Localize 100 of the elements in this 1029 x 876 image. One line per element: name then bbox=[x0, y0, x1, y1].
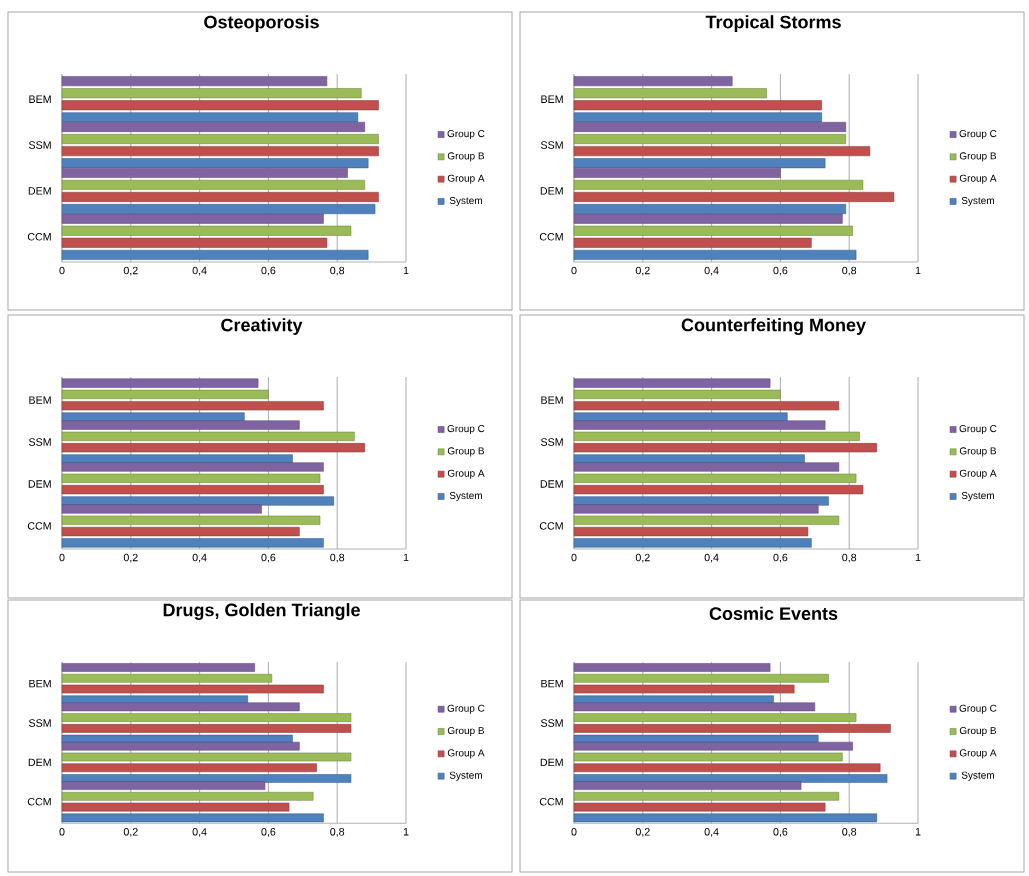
x-tick-label: 0,8 bbox=[330, 266, 345, 276]
bar bbox=[61, 515, 321, 525]
x-tick-label: 0,2 bbox=[635, 266, 650, 276]
bar bbox=[573, 204, 847, 214]
bar bbox=[573, 724, 891, 733]
legend-label: Group B bbox=[959, 447, 997, 457]
bar bbox=[573, 741, 853, 751]
x-tick-label: 0,6 bbox=[261, 828, 276, 837]
bar bbox=[61, 167, 348, 178]
bar bbox=[573, 673, 829, 683]
bar bbox=[573, 420, 826, 430]
bar bbox=[573, 802, 826, 812]
bar bbox=[61, 813, 324, 823]
bar bbox=[573, 473, 857, 483]
bar bbox=[573, 76, 733, 87]
bar bbox=[61, 763, 317, 773]
x-tick-label: 0 bbox=[59, 553, 65, 562]
bar bbox=[573, 485, 864, 495]
chart-title: Counterfeiting Money bbox=[681, 318, 866, 335]
chart-title: Osteoporosis bbox=[204, 15, 319, 32]
y-tick-label: SSM bbox=[540, 141, 563, 149]
bar bbox=[573, 146, 871, 157]
legend-label: Group B bbox=[447, 727, 485, 737]
bar bbox=[573, 462, 840, 472]
bar bbox=[573, 752, 843, 762]
bar bbox=[573, 389, 781, 400]
legend-label: Group C bbox=[959, 425, 997, 435]
bar bbox=[573, 763, 881, 773]
bar bbox=[573, 401, 840, 411]
bar bbox=[61, 204, 376, 214]
y-tick-label: DEM bbox=[28, 187, 51, 195]
x-tick-label: 0 bbox=[59, 828, 65, 836]
y-tick-label: BEM bbox=[29, 95, 51, 103]
bar bbox=[573, 781, 802, 790]
y-tick-label: SSM bbox=[28, 438, 51, 446]
bar bbox=[61, 134, 379, 145]
y-tick-label: SSM bbox=[28, 141, 51, 149]
bar bbox=[573, 158, 826, 169]
legend-label: System bbox=[961, 771, 994, 781]
bar bbox=[61, 213, 324, 224]
bar bbox=[573, 702, 816, 712]
bar bbox=[61, 443, 365, 453]
x-tick-label: 0,2 bbox=[123, 553, 138, 563]
bar bbox=[61, 431, 355, 441]
legend-label: System bbox=[449, 771, 482, 781]
bar bbox=[573, 813, 877, 823]
x-tick-label: 0,6 bbox=[261, 553, 276, 563]
legend-label: Group C bbox=[447, 425, 485, 435]
x-tick-label: 0,2 bbox=[635, 828, 650, 837]
bar bbox=[61, 122, 365, 132]
legend-label: Group A bbox=[447, 174, 485, 184]
x-tick-label: 1 bbox=[915, 266, 921, 275]
x-tick-label: 0,4 bbox=[704, 828, 719, 837]
y-tick-label: SSM bbox=[28, 719, 51, 727]
y-tick-label: DEM bbox=[28, 758, 51, 767]
bar bbox=[61, 724, 352, 733]
bar bbox=[61, 496, 335, 506]
x-tick-label: 0,8 bbox=[842, 828, 857, 837]
x-tick-label: 0 bbox=[571, 553, 577, 562]
bar bbox=[61, 146, 379, 157]
legend-label: Group B bbox=[959, 727, 997, 737]
x-tick-label: 0,4 bbox=[192, 828, 207, 837]
bar bbox=[61, 420, 300, 430]
bar bbox=[61, 249, 369, 260]
bar bbox=[573, 378, 771, 388]
bar bbox=[573, 663, 771, 672]
bar bbox=[61, 802, 290, 812]
y-tick-label: DEM bbox=[540, 758, 563, 767]
bar bbox=[61, 112, 359, 123]
x-tick-label: 0,6 bbox=[773, 553, 788, 563]
bar bbox=[573, 213, 843, 224]
bar bbox=[573, 192, 895, 202]
x-tick-label: 1 bbox=[403, 828, 409, 836]
legend-label: System bbox=[449, 196, 482, 207]
chart-title: Tropical Storms bbox=[705, 15, 841, 32]
legend-label: System bbox=[961, 491, 994, 502]
legend-label: Group A bbox=[447, 469, 485, 479]
y-tick-label: BEM bbox=[29, 396, 51, 404]
bar bbox=[61, 237, 328, 248]
legend-label: Group B bbox=[447, 447, 485, 457]
bar bbox=[61, 781, 266, 790]
bar bbox=[61, 473, 321, 483]
y-tick-label: CCM bbox=[27, 522, 51, 530]
bar bbox=[573, 538, 812, 548]
x-tick-label: 0 bbox=[571, 828, 577, 836]
bar bbox=[61, 485, 324, 495]
x-tick-label: 0 bbox=[59, 266, 65, 275]
legend-label: Group B bbox=[959, 152, 997, 162]
bar bbox=[61, 389, 269, 400]
y-tick-label: SSM bbox=[540, 438, 563, 446]
x-tick-label: 1 bbox=[403, 553, 409, 562]
legend-label: System bbox=[449, 491, 482, 502]
x-tick-label: 0,8 bbox=[842, 266, 857, 276]
bar bbox=[573, 526, 809, 537]
x-tick-label: 1 bbox=[915, 828, 921, 836]
x-tick-label: 0,4 bbox=[192, 553, 207, 563]
bar bbox=[61, 192, 379, 202]
chart-title: Creativity bbox=[221, 318, 303, 335]
x-tick-label: 1 bbox=[915, 553, 921, 562]
bar bbox=[573, 713, 857, 722]
